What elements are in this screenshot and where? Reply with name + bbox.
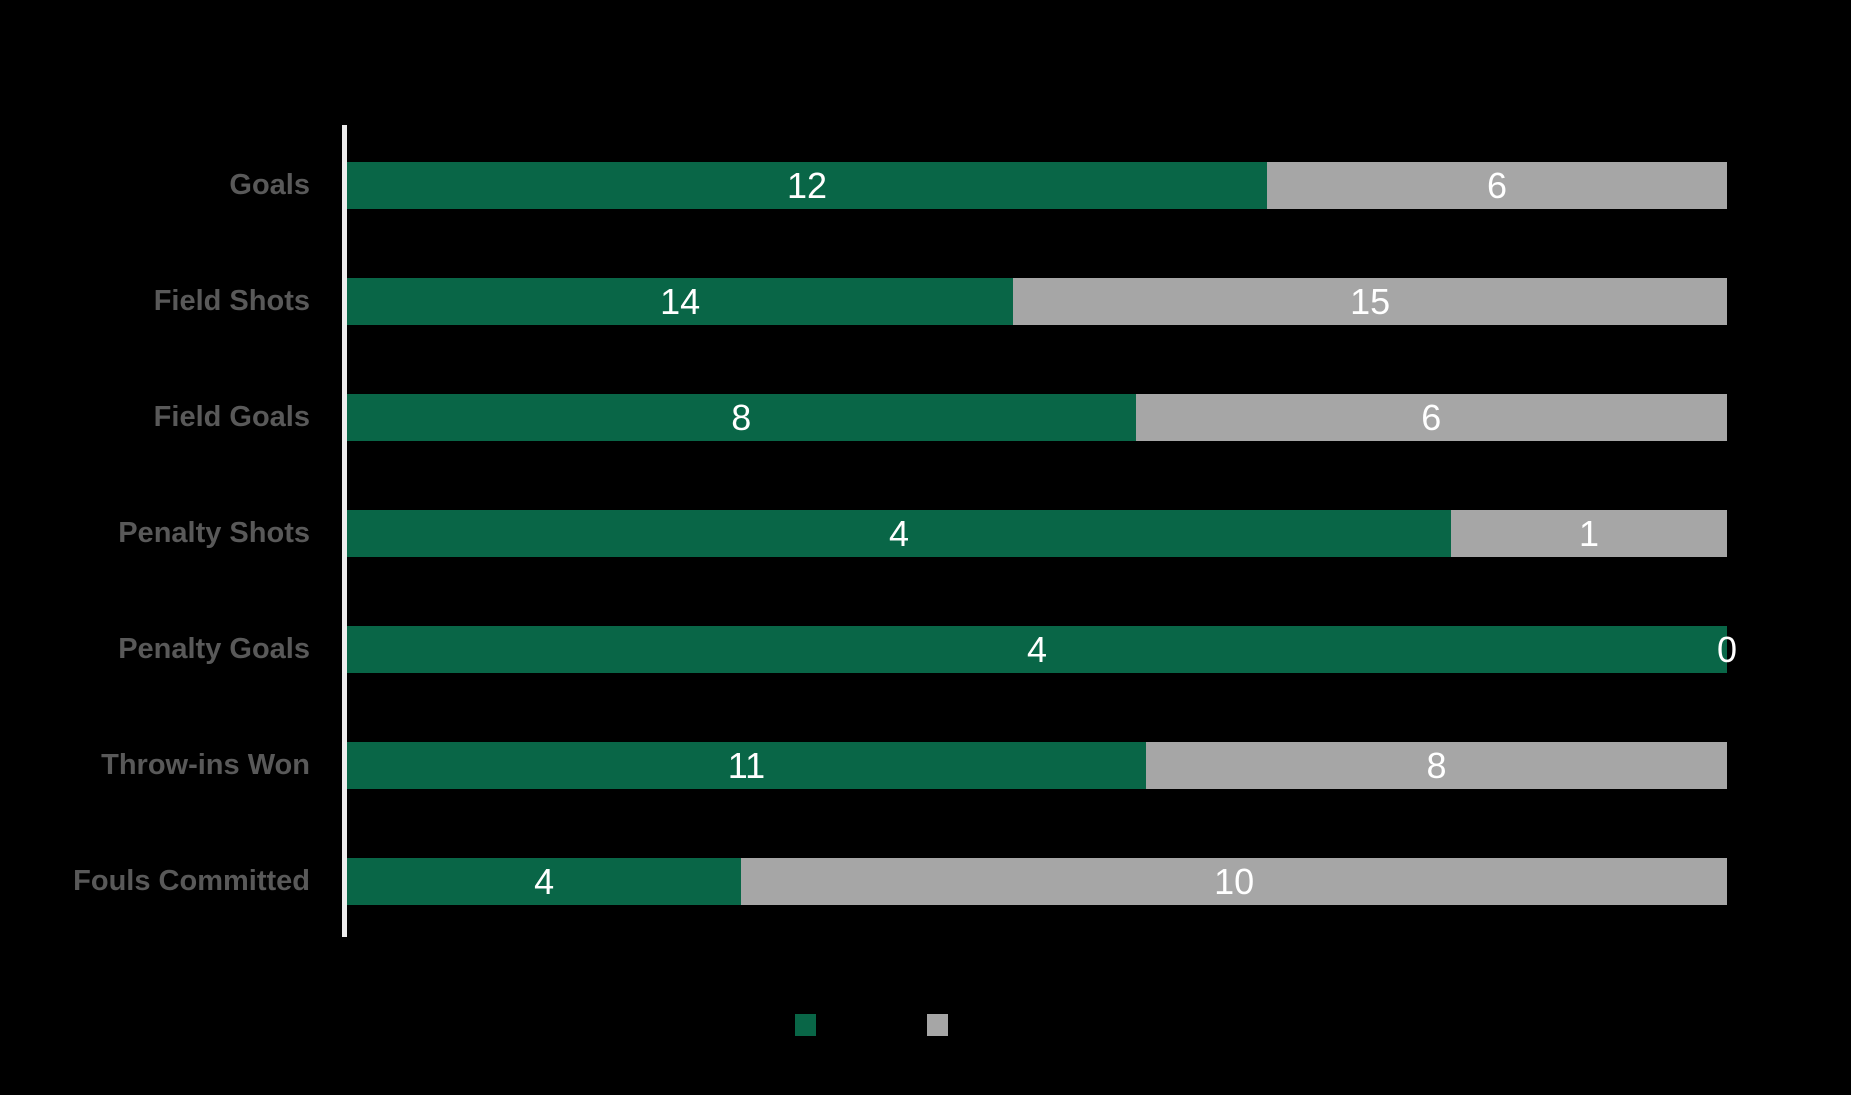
- bar-segment-series2: 6: [1267, 162, 1727, 209]
- stacked-bar: 14 15: [347, 278, 1727, 325]
- value-label: 0: [1716, 628, 1738, 670]
- stacked-bar: 4 1: [347, 510, 1727, 557]
- stacked-bar: 11 8: [347, 742, 1727, 789]
- stacked-bar: 12 6: [347, 162, 1727, 209]
- value-label: 6: [1421, 396, 1442, 438]
- value-label: 1: [1578, 512, 1600, 554]
- bar-segment-series1: 11: [347, 742, 1146, 789]
- stacked-bar: 4 0: [347, 626, 1737, 673]
- bar-row: Field Shots 14 15: [0, 278, 1727, 325]
- category-label: Penalty Goals: [118, 633, 310, 665]
- bar-segment-series2: 8: [1145, 742, 1727, 789]
- bar-row: Throw-ins Won 11 8: [0, 742, 1727, 789]
- y-axis-line: [342, 125, 347, 937]
- value-label: 4: [888, 512, 910, 554]
- bar-segment-series2: 1: [1451, 510, 1727, 557]
- value-label: 4: [1026, 628, 1048, 670]
- bar-segment-series2: 6: [1135, 394, 1727, 441]
- legend-swatch-series2: [927, 1014, 948, 1036]
- bar-segment-series2: 10: [741, 858, 1727, 905]
- legend-swatch-series1: [795, 1014, 816, 1036]
- value-label: 4: [534, 860, 555, 902]
- value-label: 6: [1486, 164, 1508, 206]
- category-label: Throw-ins Won: [101, 749, 310, 781]
- bar-segment-series1: 4: [347, 510, 1451, 557]
- value-label: 15: [1350, 280, 1391, 322]
- category-label: Goals: [229, 169, 310, 201]
- bar-segment-series2: 15: [1013, 278, 1727, 325]
- bar-segment-series1: 8: [347, 394, 1136, 441]
- category-label: Field Goals: [153, 401, 310, 433]
- bar-segment-series1: 14: [347, 278, 1014, 325]
- value-label: 10: [1214, 860, 1255, 902]
- value-label: 14: [660, 280, 701, 322]
- value-label: 11: [727, 744, 766, 786]
- stacked-bar: 8 6: [347, 394, 1727, 441]
- value-label: 8: [731, 396, 752, 438]
- bar-segment-series1: 4: [347, 858, 742, 905]
- bar-row: Penalty Shots 4 1: [0, 510, 1727, 557]
- category-label: Field Shots: [153, 285, 310, 317]
- bar-row: Penalty Goals 4 0: [0, 626, 1737, 673]
- stacked-bar: 4 10: [347, 858, 1727, 905]
- bar-row: Goals 12 6: [0, 162, 1727, 209]
- category-label: Fouls Committed: [73, 865, 310, 897]
- category-label: Penalty Shots: [118, 517, 310, 549]
- value-label: 8: [1426, 744, 1447, 786]
- bar-row: Fouls Committed 4 10: [0, 858, 1727, 905]
- bar-segment-series1: 12: [347, 162, 1267, 209]
- bar-segment-series1: 4: [347, 626, 1727, 673]
- plot-area: Goals 12 6 Field Shots 14 15 Field Goals…: [0, 125, 1737, 937]
- value-label: 12: [786, 164, 828, 206]
- bar-row: Field Goals 8 6: [0, 394, 1727, 441]
